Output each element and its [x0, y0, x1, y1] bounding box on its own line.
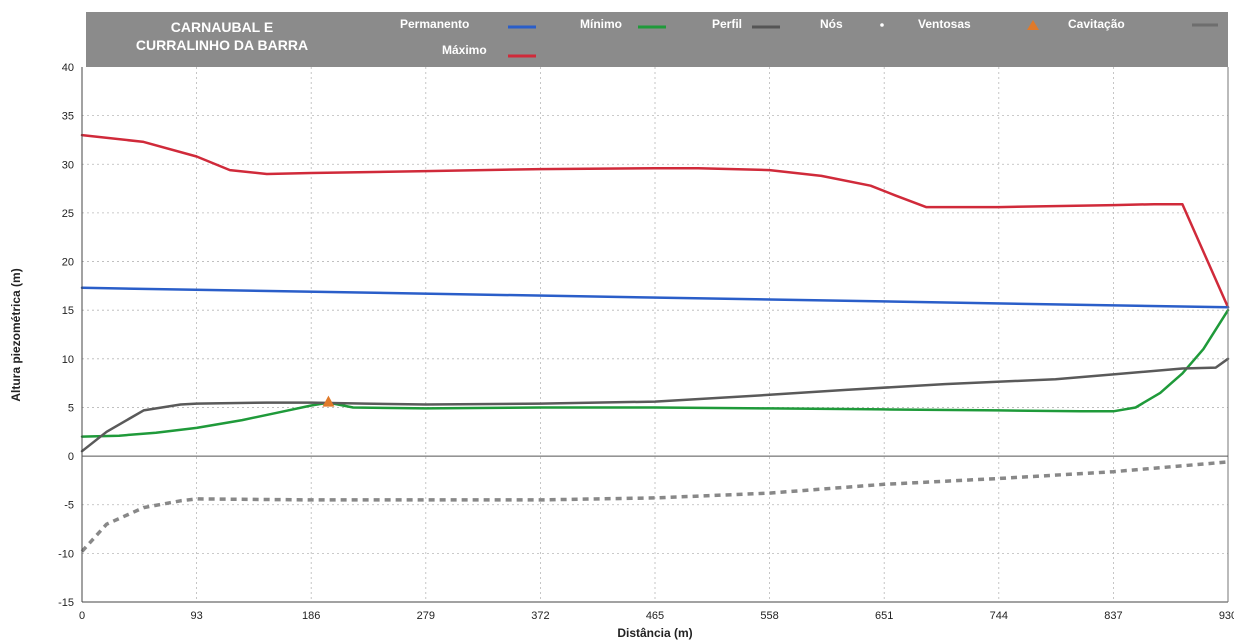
legend-item-cavitacao: Cavitação [1068, 17, 1218, 31]
legend-label-permanento: Permanento [400, 17, 469, 31]
y-tick-label: -10 [58, 548, 74, 560]
legend-item-maximo: Máximo [442, 43, 536, 58]
x-tick-label: 93 [190, 610, 202, 622]
legend-label-perfil: Perfil [712, 17, 742, 31]
x-tick-label: 0 [79, 610, 85, 622]
plot-area [80, 67, 1230, 603]
y-tick-label: 15 [62, 305, 74, 317]
y-tick-label: 35 [62, 111, 74, 123]
x-tick-label: 372 [531, 610, 549, 622]
series-line-cavitacao [80, 460, 1229, 553]
x-tick-label: 465 [646, 610, 664, 622]
y-tick-label: 40 [62, 62, 74, 74]
x-tick-label: 744 [990, 610, 1008, 622]
x-tick-label: 930 [1219, 610, 1234, 622]
axis-layer [81, 67, 1229, 603]
legend-item-ventosas: Ventosas [918, 17, 1039, 31]
x-axis-title: Distância (m) [617, 626, 692, 640]
series-line-perfil [80, 357, 1230, 453]
series-line-permanento [80, 286, 1230, 309]
marker-layer [322, 395, 335, 407]
legend-item-nos: Nós [820, 17, 884, 31]
y-axis-ticks: 40 35 30 25 20 15 10 5 0 -5 -10 -15 [58, 62, 74, 609]
legend-label-nos: Nós [820, 17, 843, 31]
series-line-maximo [80, 133, 1230, 309]
y-tick-label: -15 [58, 597, 74, 609]
y-tick-label: 25 [62, 208, 74, 220]
x-tick-label: 186 [302, 610, 320, 622]
grid [82, 67, 1228, 602]
x-tick-label: 279 [417, 610, 435, 622]
y-tick-label: 0 [68, 451, 74, 463]
x-tick-label: 651 [875, 610, 893, 622]
legend-label-ventosas: Ventosas [918, 17, 971, 31]
y-tick-label: 10 [62, 354, 74, 366]
legend-label-cavitacao: Cavitação [1068, 17, 1125, 31]
legend-swatch-ventosas [1027, 20, 1039, 30]
series-layer [80, 133, 1230, 553]
chart-title-line-2: CURRALINHO DA BARRA [136, 37, 308, 53]
y-tick-label: 5 [68, 402, 74, 414]
legend-label-maximo: Máximo [442, 43, 487, 57]
x-axis-ticks: 0 93 186 279 372 465 558 651 744 837 930 [79, 610, 1234, 622]
y-tick-label: 20 [62, 257, 74, 269]
chart-title-line-1: CARNAUBAL E [171, 19, 273, 35]
legend-label-minimo: Mínimo [580, 17, 622, 31]
y-axis-title: Altura piezométrica (m) [9, 268, 23, 401]
y-tick-label: 30 [62, 159, 74, 171]
legend-item-perfil: Perfil [712, 17, 780, 31]
legend-item-permanento: Permanento [400, 17, 536, 31]
series-line-minimo [80, 308, 1230, 438]
legend: Permanento Mínimo Perfil Nós Ventosas Ca… [400, 17, 1218, 58]
x-tick-label: 837 [1104, 610, 1122, 622]
legend-swatch-nos [880, 23, 884, 27]
ventosa-marker [322, 395, 335, 407]
x-tick-label: 558 [760, 610, 778, 622]
legend-item-minimo: Mínimo [580, 17, 666, 31]
y-tick-label: -5 [64, 500, 74, 512]
header-band [86, 12, 1228, 67]
